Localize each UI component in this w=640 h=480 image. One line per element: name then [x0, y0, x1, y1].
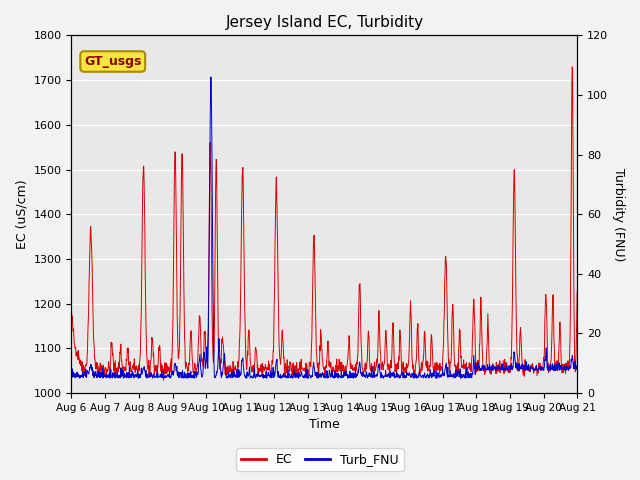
- Turb_FNU: [277, 375, 285, 381]
- Title: Jersey Island EC, Turbidity: Jersey Island EC, Turbidity: [225, 15, 424, 30]
- EC: [266, 373, 274, 379]
- EC: [402, 370, 410, 376]
- Text: GT_usgs: GT_usgs: [84, 55, 141, 68]
- Line: Turb_FNU: Turb_FNU: [72, 77, 577, 378]
- EC: [568, 64, 576, 70]
- Turb_FNU: [529, 367, 537, 373]
- EC: [279, 336, 287, 342]
- Turb_FNU: [486, 361, 493, 367]
- Legend: EC, Turb_FNU: EC, Turb_FNU: [236, 448, 404, 471]
- Turb_FNU: [68, 374, 76, 380]
- Turb_FNU: [266, 374, 274, 380]
- Turb_FNU: [573, 367, 581, 373]
- Y-axis label: EC (uS/cm): EC (uS/cm): [15, 180, 28, 249]
- EC: [68, 306, 76, 312]
- Turb_FNU: [179, 375, 187, 381]
- EC: [485, 362, 493, 368]
- Turb_FNU: [279, 373, 287, 379]
- EC: [529, 364, 537, 370]
- Line: EC: EC: [72, 67, 577, 380]
- EC: [159, 377, 167, 383]
- EC: [573, 288, 581, 293]
- Turb_FNU: [207, 74, 215, 80]
- EC: [180, 250, 188, 256]
- Y-axis label: Turbidity (FNU): Turbidity (FNU): [612, 168, 625, 261]
- Turb_FNU: [403, 374, 410, 380]
- X-axis label: Time: Time: [309, 419, 340, 432]
